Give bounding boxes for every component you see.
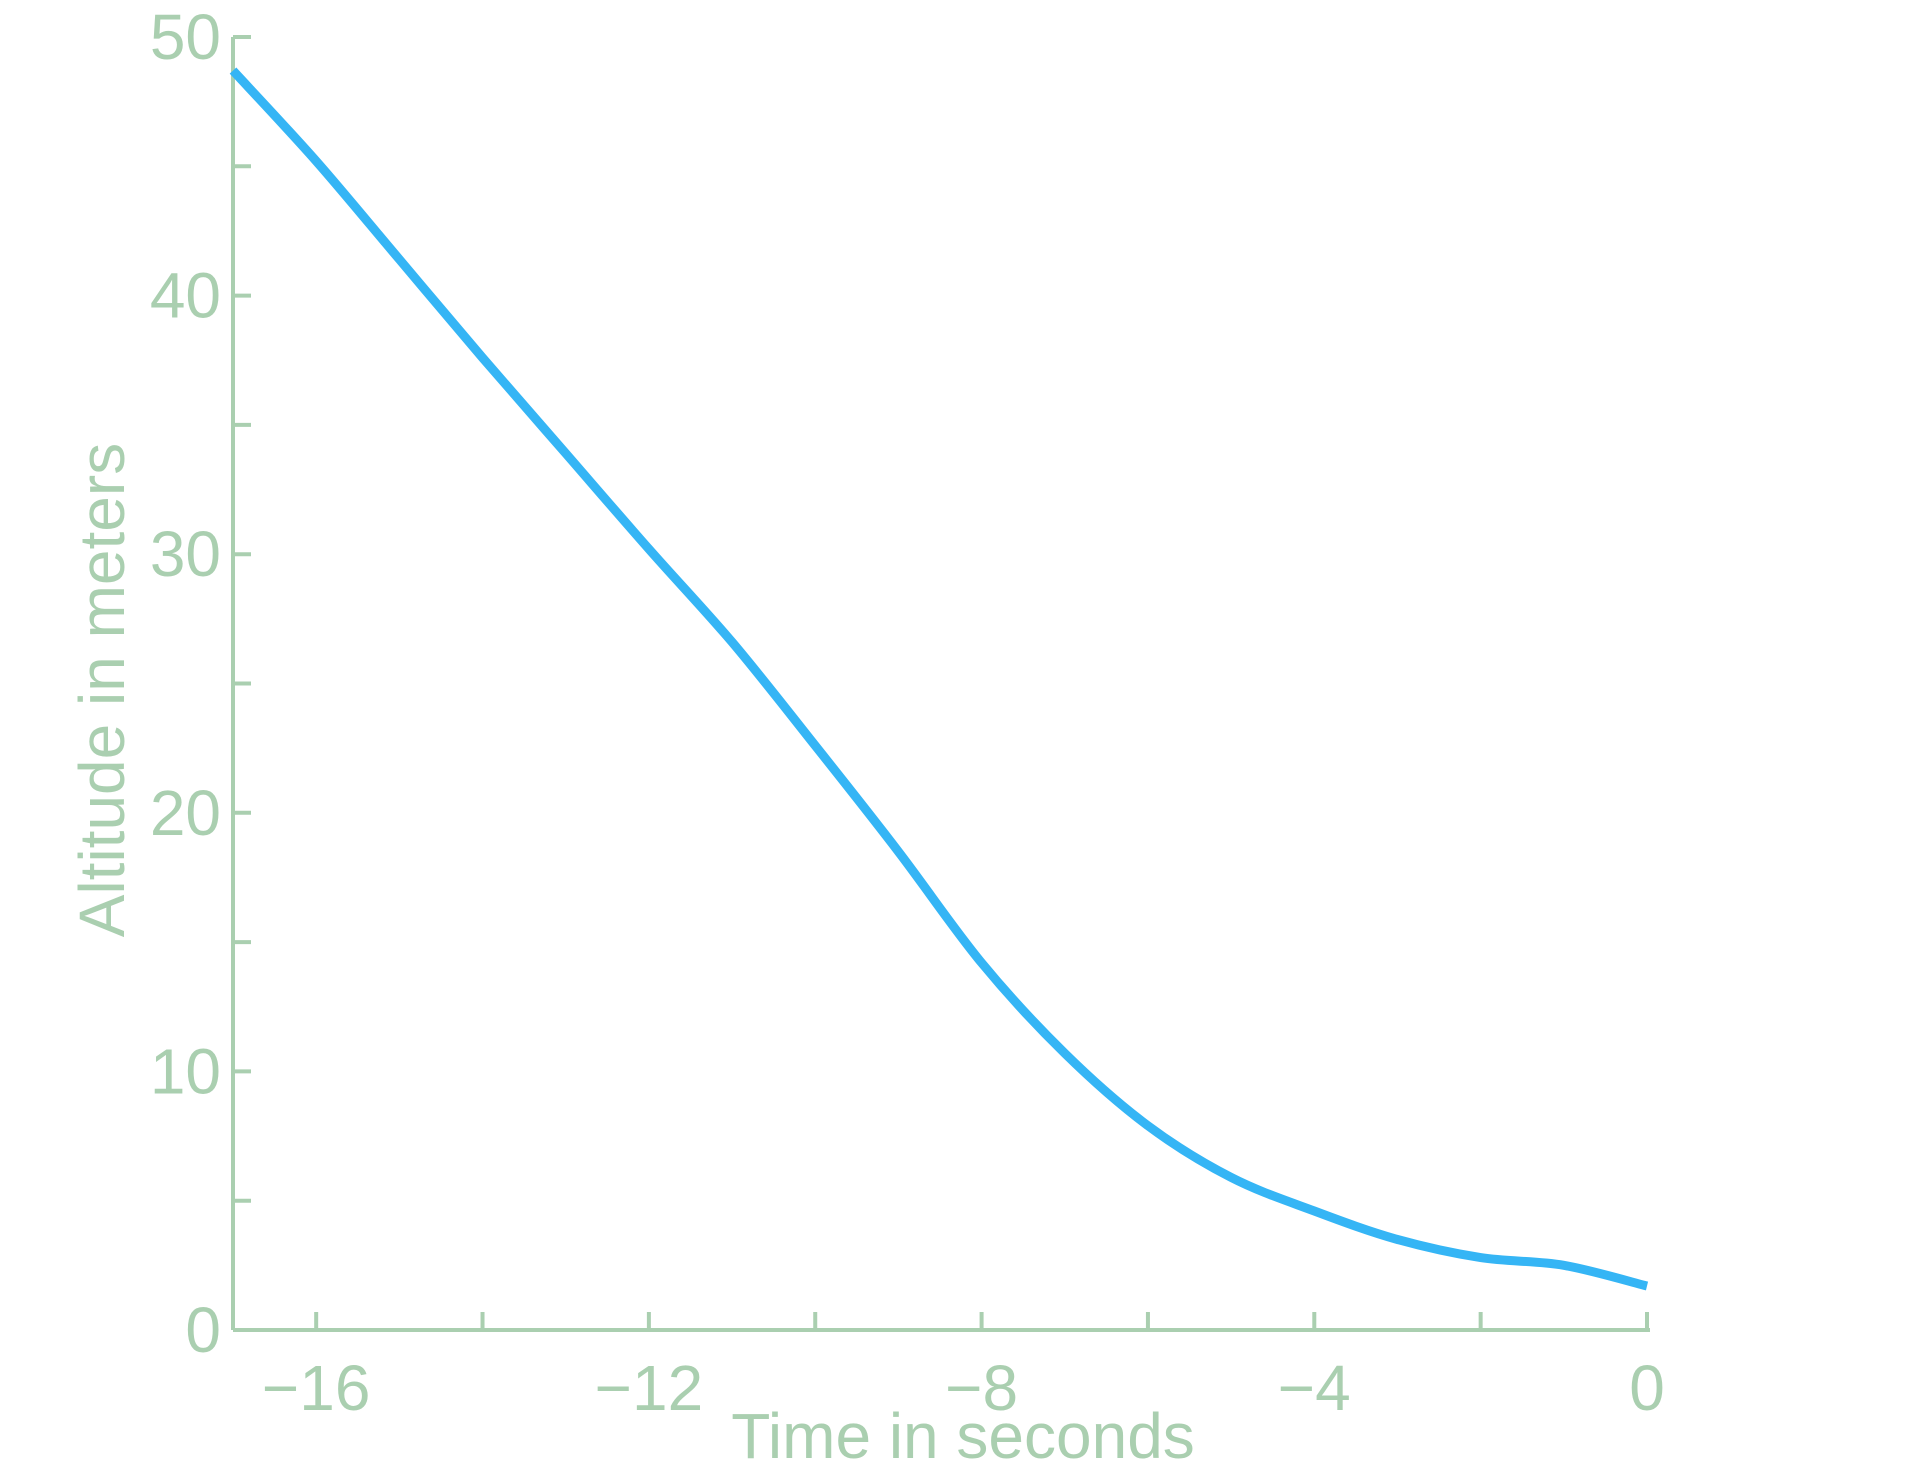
y-tick-label: 40 — [150, 260, 221, 332]
x-tick-label: −12 — [595, 1352, 704, 1424]
plot-area: −16 −12 −8 −4 0 0 10 20 30 40 50 — [150, 1, 1665, 1424]
y-tick-label: 30 — [150, 518, 221, 590]
x-tick-label: 0 — [1629, 1352, 1665, 1424]
x-tick-label: −16 — [262, 1352, 371, 1424]
y-tick-label: 10 — [150, 1035, 221, 1107]
y-axis-label: Altitude in meters — [66, 443, 138, 937]
x-axis-ticks: −16 −12 −8 −4 0 — [262, 1312, 1665, 1424]
series-line — [229, 67, 1649, 1291]
x-tick-label: −8 — [945, 1352, 1018, 1424]
y-tick-label: 20 — [150, 777, 221, 849]
x-axis-label: Time in seconds — [731, 1400, 1195, 1460]
y-tick-label: 50 — [150, 1, 221, 73]
x-tick-label: −4 — [1278, 1352, 1351, 1424]
y-axis-ticks: 0 10 20 30 40 50 — [150, 1, 251, 1366]
y-tick-label: 0 — [185, 1294, 221, 1366]
